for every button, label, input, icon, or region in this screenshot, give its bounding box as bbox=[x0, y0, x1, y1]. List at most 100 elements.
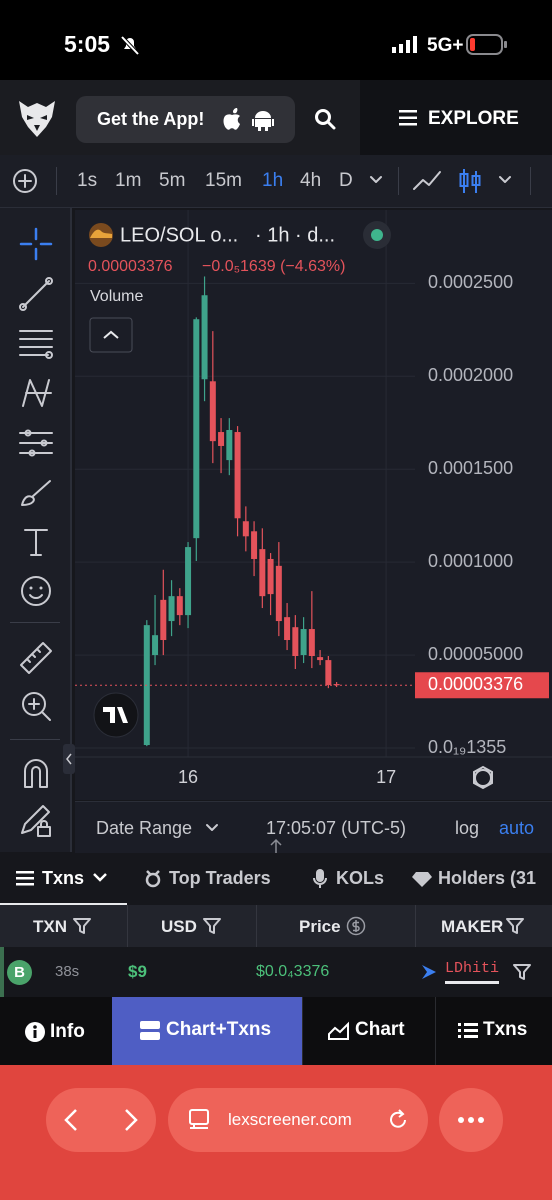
buy-badge: B bbox=[7, 960, 32, 985]
candle-body bbox=[176, 596, 183, 616]
more-button[interactable] bbox=[439, 1088, 503, 1152]
column-header[interactable]: MAKER bbox=[441, 917, 504, 936]
x-tick-label: 17 bbox=[376, 767, 396, 787]
tradingview-logo[interactable] bbox=[93, 692, 139, 738]
log-toggle[interactable]: log bbox=[455, 818, 480, 838]
collapse-button[interactable] bbox=[89, 317, 133, 353]
filter-icon[interactable] bbox=[506, 917, 524, 935]
tab-txns[interactable]: Txns bbox=[0, 853, 127, 905]
tab-label[interactable]: KOLs bbox=[336, 868, 385, 888]
reload-icon[interactable] bbox=[386, 1108, 410, 1132]
browser-bar: lexscreener.com bbox=[0, 1065, 552, 1200]
maker-address[interactable]: LDhiti bbox=[445, 960, 500, 977]
candle-body bbox=[218, 432, 225, 446]
settings-icon[interactable] bbox=[474, 769, 492, 787]
collapse-toolbar[interactable] bbox=[63, 744, 75, 774]
chevron-down[interactable] bbox=[497, 173, 513, 187]
status-bar: 5:05 5G+ bbox=[0, 0, 552, 80]
txn-price: $0.0₄3376 bbox=[256, 963, 330, 980]
url-bar[interactable]: lexscreener.com bbox=[168, 1088, 428, 1152]
bottom-nav: Info Chart+Txns Chart Txns bbox=[0, 997, 552, 1065]
chart: LEO/SOL o... · 1h · d... 0.00003376 −0.0… bbox=[75, 210, 552, 790]
nav-label[interactable]: Info bbox=[50, 1021, 85, 1042]
candle-body bbox=[152, 635, 159, 656]
candle-body bbox=[201, 295, 208, 380]
column-header[interactable]: Price bbox=[299, 917, 341, 936]
line-chart-icon[interactable] bbox=[412, 169, 442, 193]
fib-tool[interactable] bbox=[18, 325, 54, 361]
candle-chart-icon[interactable] bbox=[457, 167, 483, 195]
crosshair-tool[interactable] bbox=[18, 226, 54, 262]
timeframe[interactable]: 5m bbox=[159, 170, 186, 191]
mic-icon bbox=[313, 869, 327, 888]
timeframe[interactable]: D bbox=[339, 170, 353, 191]
column-divider bbox=[256, 905, 257, 947]
nav-label[interactable]: Txns bbox=[483, 1019, 528, 1040]
y-tick-label: 0.0₁₉1355 bbox=[428, 737, 506, 757]
timeframe[interactable]: 4h bbox=[300, 170, 322, 191]
separator bbox=[398, 167, 399, 195]
candle-body bbox=[160, 599, 167, 641]
table-row[interactable]: B 38s $9 $0.0₄3376 LDhiti bbox=[0, 947, 552, 997]
column-header[interactable]: TXN bbox=[33, 917, 67, 936]
chevron-down bbox=[93, 873, 107, 882]
add-icon[interactable] bbox=[12, 168, 38, 194]
chart-subtitle: · 1h · d... bbox=[255, 224, 335, 246]
reader-backdrop bbox=[180, 1100, 226, 1140]
row-accent bbox=[0, 947, 4, 997]
y-tick-label: 0.0001000 bbox=[428, 551, 513, 571]
timeframe[interactable]: 1m bbox=[115, 170, 142, 191]
tab-label[interactable]: Holders (31 bbox=[438, 868, 537, 888]
chart-panel bbox=[75, 210, 552, 800]
lock-draw-tool[interactable] bbox=[18, 803, 54, 839]
back-icon[interactable] bbox=[62, 1108, 82, 1132]
pattern-tool[interactable] bbox=[18, 375, 54, 411]
filter-icon[interactable] bbox=[203, 917, 221, 935]
list-icon bbox=[458, 1023, 478, 1038]
app-button[interactable]: Get the App! bbox=[76, 96, 295, 143]
column-divider bbox=[127, 905, 128, 947]
auto-toggle[interactable]: auto bbox=[499, 818, 535, 838]
candle-body bbox=[209, 381, 216, 442]
logo[interactable] bbox=[16, 98, 58, 140]
nav-label[interactable]: Chart bbox=[355, 1019, 405, 1040]
token-logo-art bbox=[90, 229, 112, 238]
candle-body bbox=[251, 531, 258, 559]
timeframe[interactable]: 15m bbox=[205, 170, 242, 191]
reader-icon[interactable] bbox=[188, 1108, 212, 1132]
chevron-down[interactable] bbox=[368, 173, 384, 187]
nav-active[interactable] bbox=[112, 997, 302, 1065]
forecast-tool[interactable] bbox=[18, 425, 54, 461]
brush-tool[interactable] bbox=[18, 475, 54, 511]
chart-title: LEO/SOL o... bbox=[120, 224, 238, 246]
timeframe[interactable]: 1h bbox=[262, 170, 284, 191]
candle-body bbox=[275, 565, 282, 622]
emoji-tool[interactable] bbox=[18, 573, 54, 609]
filter-icon[interactable] bbox=[513, 963, 531, 981]
nav-label[interactable]: Chart+Txns bbox=[166, 1019, 272, 1040]
timeframe[interactable]: 1s bbox=[77, 170, 98, 191]
candle-body bbox=[317, 657, 324, 661]
price-change: −0.0₅1639 (−4.63%) bbox=[202, 258, 345, 275]
currency-icon[interactable] bbox=[346, 916, 366, 936]
text-tool[interactable] bbox=[18, 524, 54, 560]
area-chart-icon bbox=[328, 1021, 349, 1040]
mute-icon bbox=[120, 35, 140, 56]
history-buttons[interactable] bbox=[46, 1088, 156, 1152]
tab-label[interactable]: Top Traders bbox=[169, 868, 271, 888]
date-range[interactable]: Date Range bbox=[96, 818, 193, 838]
trend-line-tool[interactable] bbox=[18, 276, 54, 312]
drawing-toolbar bbox=[0, 208, 72, 852]
filter-icon[interactable] bbox=[73, 917, 91, 935]
forward-icon[interactable] bbox=[120, 1108, 140, 1132]
zoom-tool[interactable] bbox=[18, 688, 54, 724]
search-icon[interactable] bbox=[314, 108, 336, 130]
ruler-tool[interactable] bbox=[18, 640, 54, 676]
candle-body bbox=[292, 627, 299, 656]
column-header[interactable]: USD bbox=[161, 917, 197, 936]
explore-button[interactable]: EXPLORE bbox=[360, 80, 552, 155]
candle-body bbox=[185, 547, 192, 616]
magnet-tool[interactable] bbox=[18, 755, 54, 791]
separator bbox=[10, 739, 60, 740]
